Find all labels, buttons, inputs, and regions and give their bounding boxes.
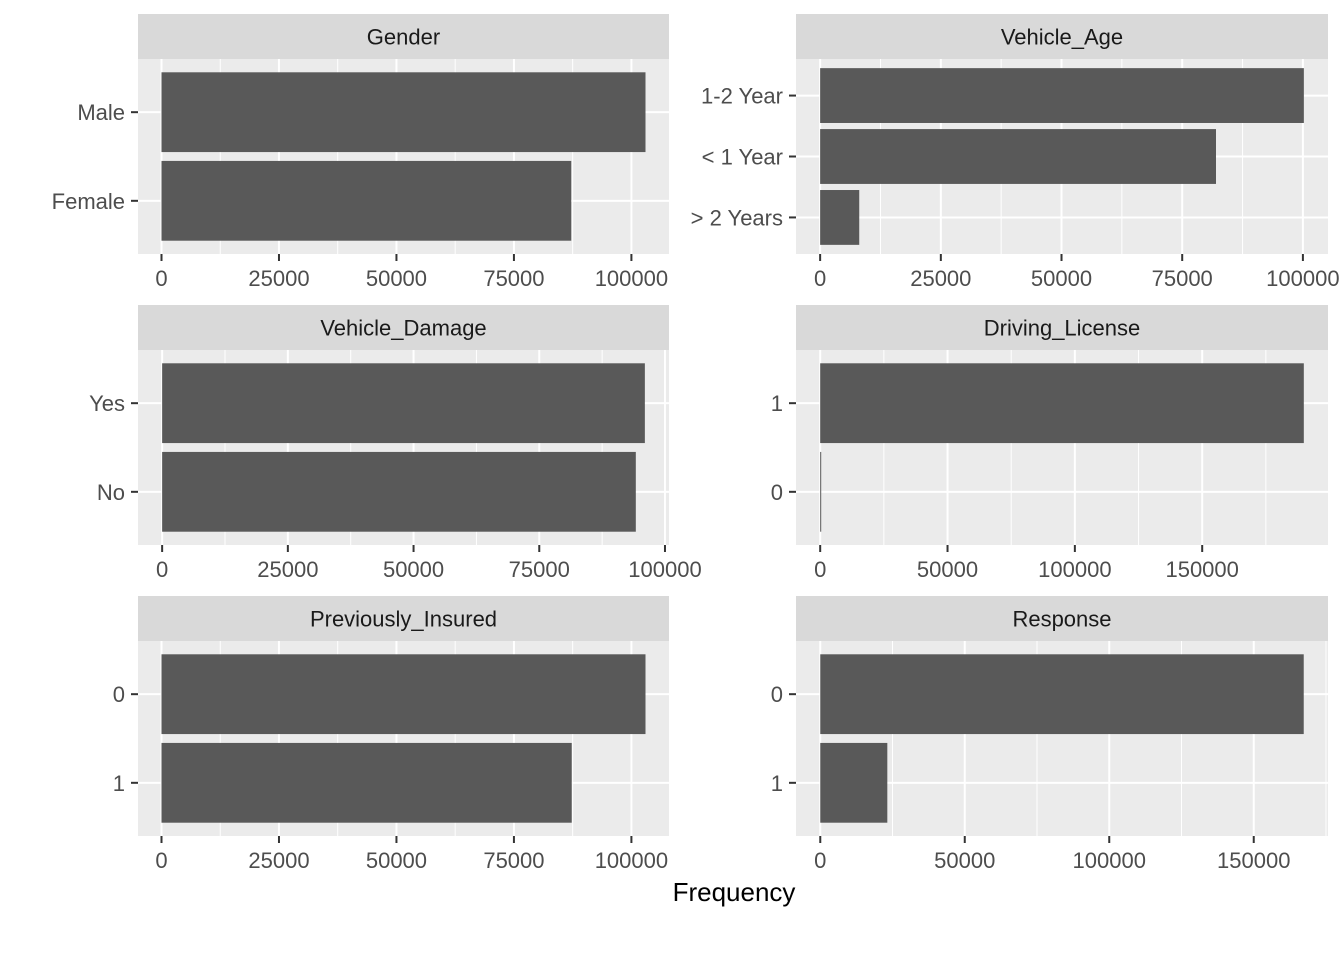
x-tick-label: 0 <box>814 266 826 291</box>
facet-strip <box>796 305 1328 350</box>
facet-panel: Vehicle_Damage Yes No 0 25000 50000 75000 10000… <box>89 305 702 582</box>
x-tick-label: 25000 <box>257 557 318 582</box>
x-tick-label: 75000 <box>483 848 544 873</box>
x-tick-label: 150000 <box>1165 557 1238 582</box>
y-tick-label: Female <box>52 189 125 214</box>
facet-panel: Response 0 1 0 50000 100000 150000 <box>771 596 1328 873</box>
x-tick-label: 100000 <box>1073 848 1146 873</box>
x-tick-label: 50000 <box>366 266 427 291</box>
bar <box>820 451 822 532</box>
y-tick-label: 1 <box>771 771 783 796</box>
y-tick-label: Yes <box>89 391 125 416</box>
facet-title: Vehicle_Damage <box>320 316 486 341</box>
y-tick-label: 0 <box>771 682 783 707</box>
bar <box>162 451 636 532</box>
y-tick-label: 1-2 Year <box>701 84 783 109</box>
y-tick-label: 1 <box>113 771 125 796</box>
facet-panel: Driving_License 1 0 0 50000 100000 150000 <box>771 305 1328 582</box>
bar <box>161 654 646 735</box>
x-tick-label: 50000 <box>383 557 444 582</box>
facet-strip <box>796 596 1328 641</box>
x-tick-label: 25000 <box>910 266 971 291</box>
y-tick-label: Male <box>77 100 125 125</box>
x-tick-label: 50000 <box>934 848 995 873</box>
facet-strip <box>138 14 669 59</box>
x-tick-label: 150000 <box>1217 848 1290 873</box>
facet-strip <box>138 596 669 641</box>
x-tick-label: 25000 <box>248 266 309 291</box>
bar <box>161 742 572 823</box>
facet-panel: Vehicle_Age 1-2 Year < 1 Year > 2 Years 0 250… <box>691 14 1340 291</box>
x-tick-label: 100000 <box>595 848 668 873</box>
x-tick-label: 0 <box>155 848 167 873</box>
bar <box>820 129 1216 184</box>
facet-strip <box>138 305 669 350</box>
y-tick-label: > 2 Years <box>691 205 783 230</box>
y-tick-label: No <box>97 480 125 505</box>
facet-title: Previously_Insured <box>310 607 497 632</box>
x-tick-label: 50000 <box>917 557 978 582</box>
y-tick-label: 1 <box>771 391 783 416</box>
x-tick-label: 25000 <box>248 848 309 873</box>
facet-panel: Previously_Insured 0 1 0 25000 50000 75000 1000… <box>113 596 669 873</box>
x-tick-label: 50000 <box>1031 266 1092 291</box>
facet-title: Response <box>1012 607 1111 632</box>
bar <box>161 72 646 153</box>
x-tick-label: 0 <box>156 557 168 582</box>
bar <box>820 363 1304 444</box>
x-axis-title: Frequency <box>673 877 796 907</box>
bar <box>161 160 572 241</box>
facet-strip <box>796 14 1328 59</box>
x-tick-label: 50000 <box>366 848 427 873</box>
x-tick-label: 75000 <box>1152 266 1213 291</box>
bar <box>820 654 1304 735</box>
x-tick-label: 0 <box>155 266 167 291</box>
x-tick-label: 0 <box>814 848 826 873</box>
x-tick-label: 100000 <box>1266 266 1339 291</box>
bar <box>820 742 888 823</box>
y-tick-label: 0 <box>113 682 125 707</box>
bar <box>820 68 1304 123</box>
facet-title: Driving_License <box>984 316 1141 341</box>
facet-title: Gender <box>367 25 440 50</box>
x-tick-label: 100000 <box>595 266 668 291</box>
x-tick-label: 100000 <box>1038 557 1111 582</box>
y-tick-label: 0 <box>771 480 783 505</box>
x-tick-label: 100000 <box>628 557 701 582</box>
x-tick-label: 75000 <box>509 557 570 582</box>
bar <box>820 190 860 245</box>
x-tick-label: 0 <box>814 557 826 582</box>
bar <box>162 363 645 444</box>
facet-panel: Gender Male Female 0 25000 50000 75000 100000 <box>52 14 669 291</box>
y-tick-label: < 1 Year <box>702 145 783 170</box>
x-tick-label: 75000 <box>483 266 544 291</box>
facet-title: Vehicle_Age <box>1001 25 1123 50</box>
